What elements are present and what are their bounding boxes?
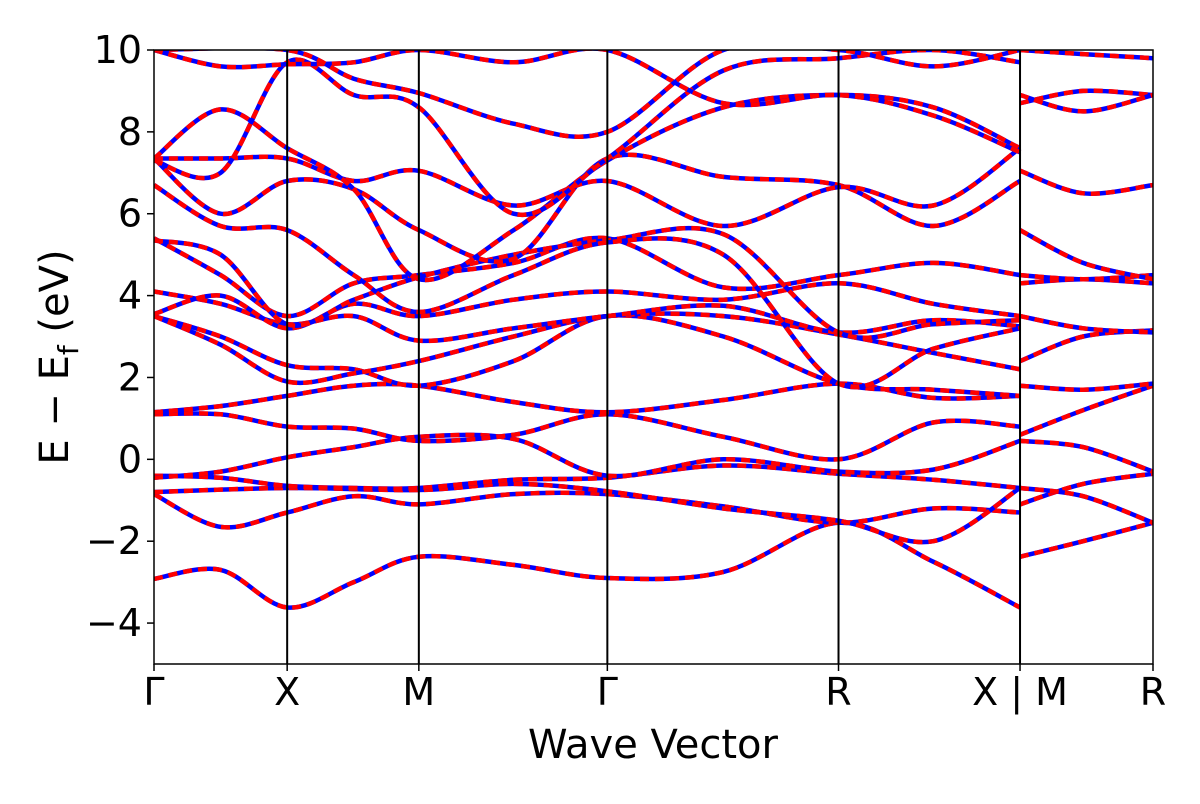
y-axis: −4 −2 0 2 4 6 8 10	[86, 28, 154, 645]
band-line-blue-8	[1019, 438, 1153, 474]
band-line-blue-29	[154, 50, 1021, 218]
y-tick-label-5: 6	[118, 192, 142, 236]
band-line-blue-2	[154, 490, 1021, 530]
y-tick-label-0: −4	[86, 601, 142, 645]
band-line-red-27	[1019, 168, 1153, 196]
band-line-red-24	[154, 152, 1022, 264]
x-tick-label-6: R	[1140, 670, 1166, 714]
bands-layer	[154, 50, 1153, 610]
band-line-red-16	[154, 289, 1021, 344]
x-tick-label-4: R	[825, 670, 851, 714]
band-line-red-23	[154, 183, 1021, 390]
band-line-blue-26	[154, 146, 1022, 229]
band-line-red-13	[154, 313, 1021, 399]
band-line-red-31	[154, 50, 1021, 155]
band-line-red-25	[1018, 228, 1153, 282]
band-line-red-20	[154, 235, 1021, 319]
y-tick-label-1: −2	[86, 519, 142, 563]
band-line-red-17	[1019, 313, 1153, 335]
y-tick-label-7: 10	[94, 28, 142, 72]
kpath-lines	[286, 50, 1022, 664]
band-line-red-14	[154, 311, 1021, 386]
band-line-red-9	[154, 411, 1021, 462]
y-axis-title: E − Ef (eV)	[32, 249, 85, 464]
band-line-blue-33	[154, 50, 1021, 139]
band-line-blue-15	[1019, 328, 1153, 364]
x-tick-label-3: Γ	[597, 670, 618, 714]
band-line-red-29	[154, 50, 1021, 218]
band-line-blue-5	[1019, 485, 1153, 525]
y-tick-label-2: 0	[118, 437, 142, 481]
band-line-red-21	[1019, 272, 1153, 282]
band-line-red-1	[1019, 520, 1153, 559]
band-line-red-5	[1019, 485, 1153, 525]
x-tick-label-1: X	[274, 670, 300, 714]
band-line-red-7	[154, 432, 1021, 481]
band-line-red-3	[1019, 471, 1153, 507]
band-line-red-10	[1019, 383, 1153, 437]
band-line-red-28	[154, 92, 1021, 283]
plot-frame	[153, 49, 1154, 665]
band-line-red-32	[1019, 92, 1153, 114]
y-tick-label-4: 4	[118, 274, 142, 318]
band-line-red-8	[1019, 438, 1153, 474]
band-line-blue-9	[154, 411, 1021, 462]
band-line-blue-23	[154, 183, 1021, 390]
band-line-red-33	[154, 50, 1021, 139]
band-line-red-26	[154, 146, 1022, 229]
x-tick-label-5: X | M	[972, 670, 1068, 715]
band-line-blue-25	[1018, 228, 1153, 282]
band-line-red-6	[154, 463, 1021, 491]
y-tick-label-3: 2	[118, 355, 142, 399]
band-line-red-34	[1019, 50, 1153, 61]
x-tick-label-0: Γ	[143, 670, 164, 714]
band-line-red-18	[154, 281, 1021, 331]
x-axis-title: Wave Vector	[528, 722, 779, 768]
band-line-red-22	[154, 225, 1021, 340]
band-line-blue-20	[154, 235, 1021, 319]
band-line-red-2	[154, 490, 1021, 530]
x-axis: Γ X M Γ R X | M R	[143, 664, 1166, 715]
y-tick-label-6: 8	[118, 110, 142, 154]
x-tick-label-2: M	[402, 670, 435, 714]
band-line-blue-27	[1019, 168, 1153, 196]
band-line-red-12	[1019, 381, 1153, 392]
band-line-red-30	[1019, 88, 1153, 106]
band-line-blue-28	[154, 92, 1021, 283]
